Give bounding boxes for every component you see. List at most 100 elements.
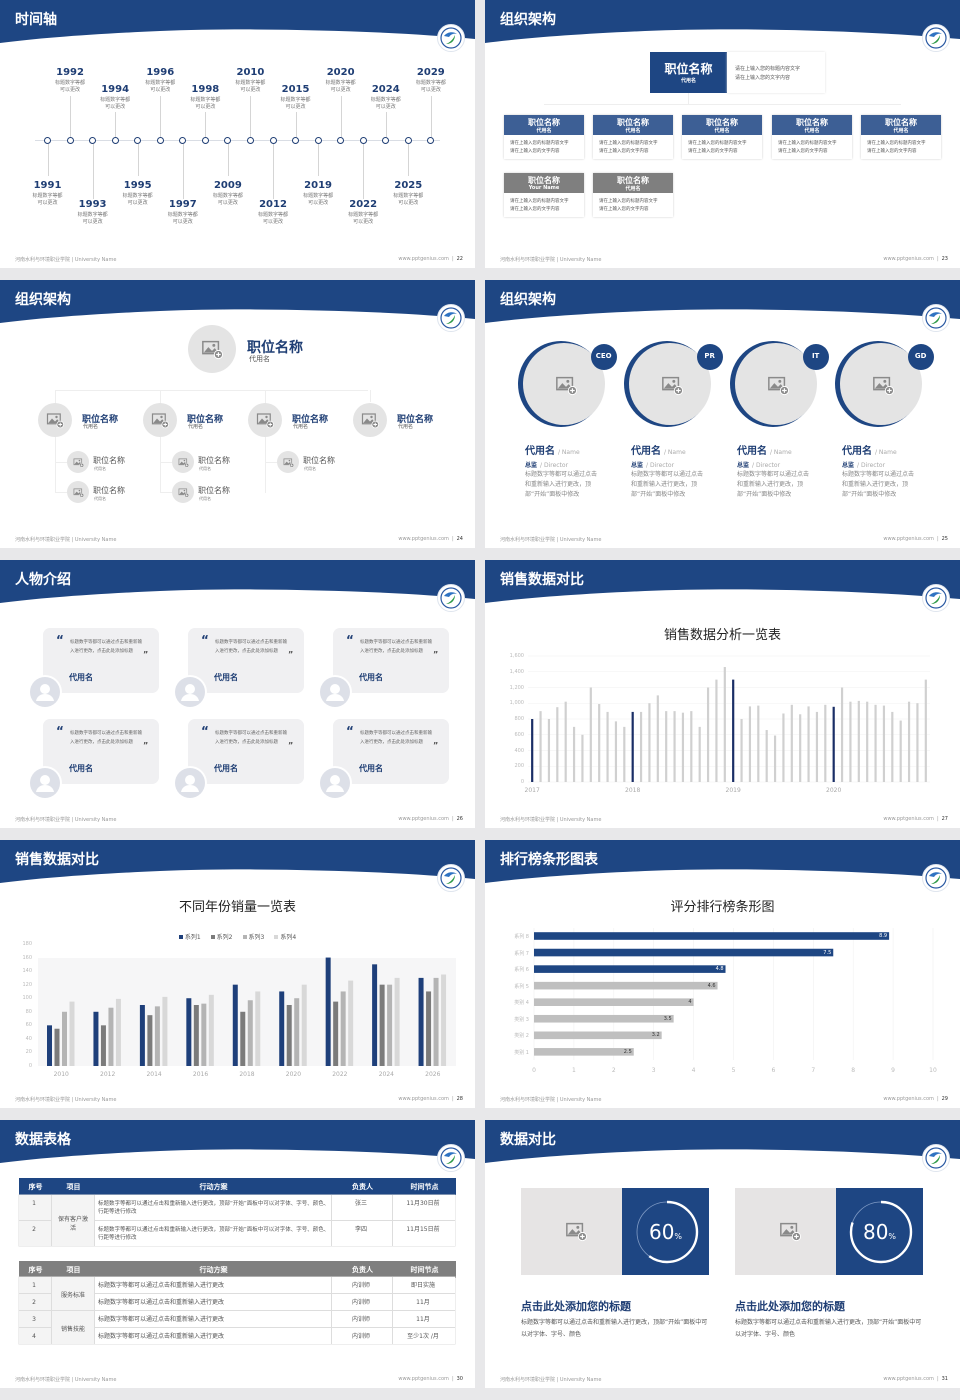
child-avatar[interactable] xyxy=(172,451,194,473)
branch-connector xyxy=(265,390,266,493)
quote-card[interactable] xyxy=(43,628,159,693)
timeline-desc-line2: 可以更改 xyxy=(217,200,238,206)
slide-title: 人物介绍 xyxy=(15,572,71,588)
timeline-node[interactable] xyxy=(66,137,74,144)
sun xyxy=(566,379,570,383)
branch-avatar[interactable] xyxy=(38,403,72,437)
child-connector xyxy=(160,492,172,493)
timeline-connector xyxy=(430,96,432,137)
logo-inner xyxy=(440,1147,462,1169)
member-name-cn: 代用名 xyxy=(842,446,872,457)
logo-leaf xyxy=(446,875,455,884)
footer-site: www.pptgenius.com xyxy=(883,536,934,542)
logo-inner xyxy=(925,1147,947,1169)
timeline-node[interactable] xyxy=(111,137,119,144)
user-icon xyxy=(36,775,54,792)
quote-card[interactable] xyxy=(188,628,304,693)
child-avatar[interactable] xyxy=(67,481,89,503)
group-label: 销售技能 xyxy=(60,1326,85,1333)
timeline-desc-line1: 标题数字等都 xyxy=(325,80,356,86)
member-name-cn: 代用名 xyxy=(631,446,661,457)
member-role-en: / Director xyxy=(646,462,675,469)
logo-inner xyxy=(925,587,947,609)
bar xyxy=(706,687,710,782)
quote-card[interactable] xyxy=(333,719,449,784)
branch-avatar[interactable] xyxy=(248,403,282,437)
timeline-node[interactable] xyxy=(314,137,322,144)
page-number: 30 xyxy=(456,1376,463,1382)
bar xyxy=(201,1003,207,1066)
legend-label: 系列2 xyxy=(216,934,233,941)
position-card-line2: 请在上输入您的文字内容 xyxy=(688,149,738,154)
logo-water xyxy=(929,592,942,597)
timeline-node[interactable] xyxy=(337,137,345,144)
timeline-node[interactable] xyxy=(246,137,254,144)
panel-desc: 标题数字等都可以通过点击和重新输入进行更改，顶部“开始”面板中可以对字体、字号、… xyxy=(735,1319,922,1338)
bar xyxy=(564,701,567,782)
timeline-node[interactable] xyxy=(89,137,97,144)
position-card-header xyxy=(593,115,673,135)
y-tick-label: 200 xyxy=(514,763,524,770)
mountain xyxy=(363,418,376,423)
legend-swatch xyxy=(210,935,215,939)
timeline-node[interactable] xyxy=(427,137,435,144)
top-position-box[interactable] xyxy=(650,52,727,93)
member-desc: 标题数字等都可以通过点击和重新输入进行更改，顶部“开始”面板中修改 xyxy=(737,471,810,498)
y-tick-label: 0 xyxy=(520,779,524,785)
mountain xyxy=(178,461,187,464)
header-shape xyxy=(485,280,960,323)
timeline-node[interactable] xyxy=(404,137,412,144)
cell-text: 11月30日前 xyxy=(406,1200,440,1207)
child-avatar[interactable] xyxy=(67,451,89,473)
bar xyxy=(681,712,685,782)
logo-leaf xyxy=(446,315,455,324)
timeline-node[interactable] xyxy=(292,137,300,144)
group-cell xyxy=(52,1311,94,1344)
child-title: 职位名称 xyxy=(303,456,335,465)
bar xyxy=(279,991,285,1066)
bar xyxy=(539,711,542,782)
timeline-node[interactable] xyxy=(224,137,232,144)
footer-site: www.pptgenius.com xyxy=(398,816,449,822)
quote-card[interactable] xyxy=(43,719,159,784)
timeline-year: 1992 xyxy=(56,67,84,78)
slide-2: 组织架构 河南水利与环境职业学院 | University Name www.ppt… xyxy=(485,0,960,268)
member-name-cn: 代用名 xyxy=(525,446,555,457)
footer-school: 河南水利与环境职业学院 | University Name xyxy=(500,1377,602,1383)
column-header: 序号 xyxy=(28,1266,43,1274)
timeline-node[interactable] xyxy=(382,137,390,144)
top-desc-line2: 请在上输入您的文字内容 xyxy=(735,75,791,81)
timeline-node[interactable] xyxy=(44,137,51,144)
timeline-node[interactable] xyxy=(269,137,277,144)
header-band xyxy=(485,840,960,883)
table-cell xyxy=(393,1195,455,1220)
position-card-line2: 请在上输入您的文字内容 xyxy=(510,149,560,154)
timeline-desc-line2: 可以更改 xyxy=(195,104,216,110)
footer-site-page: www.pptgenius.com | 28 xyxy=(398,1096,463,1102)
category-label: 类别 3 xyxy=(514,1016,529,1023)
quote-card[interactable] xyxy=(188,719,304,784)
child-avatar[interactable] xyxy=(172,481,194,503)
user-icon xyxy=(36,684,54,701)
branch-avatar[interactable] xyxy=(353,403,387,437)
timeline-node[interactable] xyxy=(156,137,164,144)
school-logo xyxy=(922,304,950,332)
timeline-node[interactable] xyxy=(359,137,367,144)
x-tick-label: 2020 xyxy=(826,787,842,794)
bar xyxy=(534,932,890,940)
page-number: 25 xyxy=(941,536,948,542)
child-connector xyxy=(160,462,172,463)
member-desc: 标题数字等都可以通过点击和重新输入进行更改，顶部“开始”面板中修改 xyxy=(525,471,598,498)
branch-title: 职位名称 xyxy=(187,415,224,425)
timeline-node[interactable] xyxy=(201,137,209,144)
quote-card[interactable] xyxy=(333,628,449,693)
branch-avatar[interactable] xyxy=(143,403,177,437)
timeline-node[interactable] xyxy=(179,137,187,144)
top-desc-line1: 请在上输入您的标题内容文字 xyxy=(735,66,801,72)
header-band xyxy=(485,0,960,43)
child-avatar[interactable] xyxy=(277,451,299,473)
quote-text: 标题数字等都可以通过点击和重新输入进行更改，点击此处添加标题 xyxy=(70,731,142,745)
timeline-node[interactable] xyxy=(134,137,142,144)
bar xyxy=(648,703,651,782)
cell-text: 标题数字等都可以通过点击和重新输入进行更改，顶部“开始”面板中可以对字体、字号、… xyxy=(98,1227,330,1241)
